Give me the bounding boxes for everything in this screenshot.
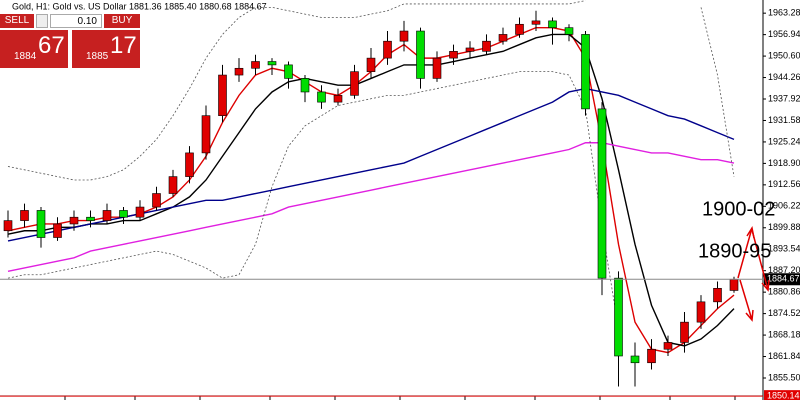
y-tick-label: 1963.28	[768, 8, 800, 18]
y-tick-label: 1861.84	[768, 351, 800, 361]
candle-body	[300, 78, 310, 93]
candle-body	[69, 216, 79, 225]
candle-body	[729, 278, 739, 291]
candle-body	[416, 30, 425, 79]
y-tick-label: 1925.24	[768, 136, 800, 146]
candle-body	[333, 95, 343, 103]
candle-body	[317, 91, 326, 103]
lot-input[interactable]: 0.10	[50, 14, 102, 28]
candle-body	[350, 71, 359, 96]
candle-body	[86, 216, 95, 221]
y-tick-label: 1912.56	[768, 179, 800, 189]
candle-body	[119, 210, 128, 218]
candle-body	[102, 210, 112, 221]
time-ticks	[64, 396, 736, 400]
y-tick-label: 1944.26	[768, 72, 800, 82]
candle-body	[696, 301, 706, 323]
sell-price-big: 67	[38, 32, 65, 59]
candle-body	[449, 51, 458, 59]
candle-body	[267, 61, 277, 66]
candle-body	[548, 20, 557, 28]
candle-body	[432, 57, 442, 79]
candle-body	[366, 57, 376, 72]
y-tick-label: 1918.90	[768, 158, 800, 168]
candle-body	[168, 176, 178, 194]
symbol-line: Gold, H1: Gold vs. US Dollar 1881.36 188…	[12, 1, 267, 11]
indicator-line	[7, 33, 735, 347]
candle-body	[399, 30, 409, 42]
candle-body	[234, 67, 244, 76]
sell-price[interactable]: 1884 67	[0, 30, 68, 68]
candle-body	[663, 342, 673, 350]
candle-body	[680, 321, 689, 343]
candle-body	[498, 34, 508, 42]
candle-body	[564, 27, 574, 35]
indicator-line	[7, 71, 619, 329]
y-tick-label: 1855.50	[768, 372, 800, 382]
candle-body	[218, 74, 227, 116]
buy-price-big: 17	[110, 32, 137, 59]
candle-body	[201, 115, 211, 154]
y-tick-label: 1887.20	[768, 265, 800, 275]
annotation: 1900-02	[702, 198, 775, 220]
y-tick-label: 1950.60	[768, 50, 800, 60]
candle-body	[135, 206, 145, 218]
candle-body	[515, 23, 524, 35]
candle-body	[614, 277, 623, 357]
indicator-line	[7, 142, 735, 273]
current-price-label: 1884.67	[767, 274, 800, 284]
candle-body	[581, 34, 590, 110]
candle-body	[465, 47, 475, 52]
y-tick-label: 1937.92	[768, 93, 800, 103]
buy-price[interactable]: 1885 17	[72, 30, 140, 68]
candle-body	[3, 220, 13, 232]
sell-button[interactable]: SELL	[0, 14, 34, 28]
candle-body	[383, 40, 392, 59]
annotation: 1890-95	[698, 240, 771, 262]
candle-body	[20, 210, 29, 221]
candle-body	[713, 287, 722, 303]
y-tick-label: 1899.88	[768, 222, 800, 232]
buy-button[interactable]: BUY	[104, 14, 140, 28]
lot-dropdown[interactable]	[36, 14, 48, 28]
current-price-box	[764, 273, 800, 286]
candle-body	[647, 348, 656, 364]
y-tick-label: 1874.52	[768, 308, 800, 318]
candle-body	[531, 20, 541, 25]
candle-body	[284, 64, 293, 79]
buy-price-small: 1885	[86, 51, 109, 62]
y-tick-label: 1931.58	[768, 115, 800, 125]
candle-body	[251, 61, 260, 69]
y-tick-label: 1956.94	[768, 29, 800, 39]
indicator-line	[7, 87, 735, 242]
candle-body	[53, 223, 62, 238]
candle-body	[630, 355, 640, 364]
y-tick-label: 1880.86	[768, 287, 800, 297]
candle-body	[482, 40, 491, 52]
indicator-line	[7, 0, 735, 181]
candle-body	[597, 108, 607, 279]
forecast-arrows	[737, 226, 770, 322]
candle-body	[36, 210, 46, 238]
y-tick-label: 1906.22	[768, 201, 800, 211]
candle-body	[185, 152, 194, 177]
trade-panel: SELL 0.10 BUY 1884 67 1885 17	[0, 14, 140, 68]
y-tick-label: 1868.18	[768, 329, 800, 339]
sell-price-small: 1884	[14, 51, 37, 62]
low-line-label: 1850.14	[767, 391, 800, 400]
y-tick-label: 1893.54	[768, 244, 800, 254]
low-line-box	[764, 390, 800, 400]
candle-body	[152, 193, 161, 208]
